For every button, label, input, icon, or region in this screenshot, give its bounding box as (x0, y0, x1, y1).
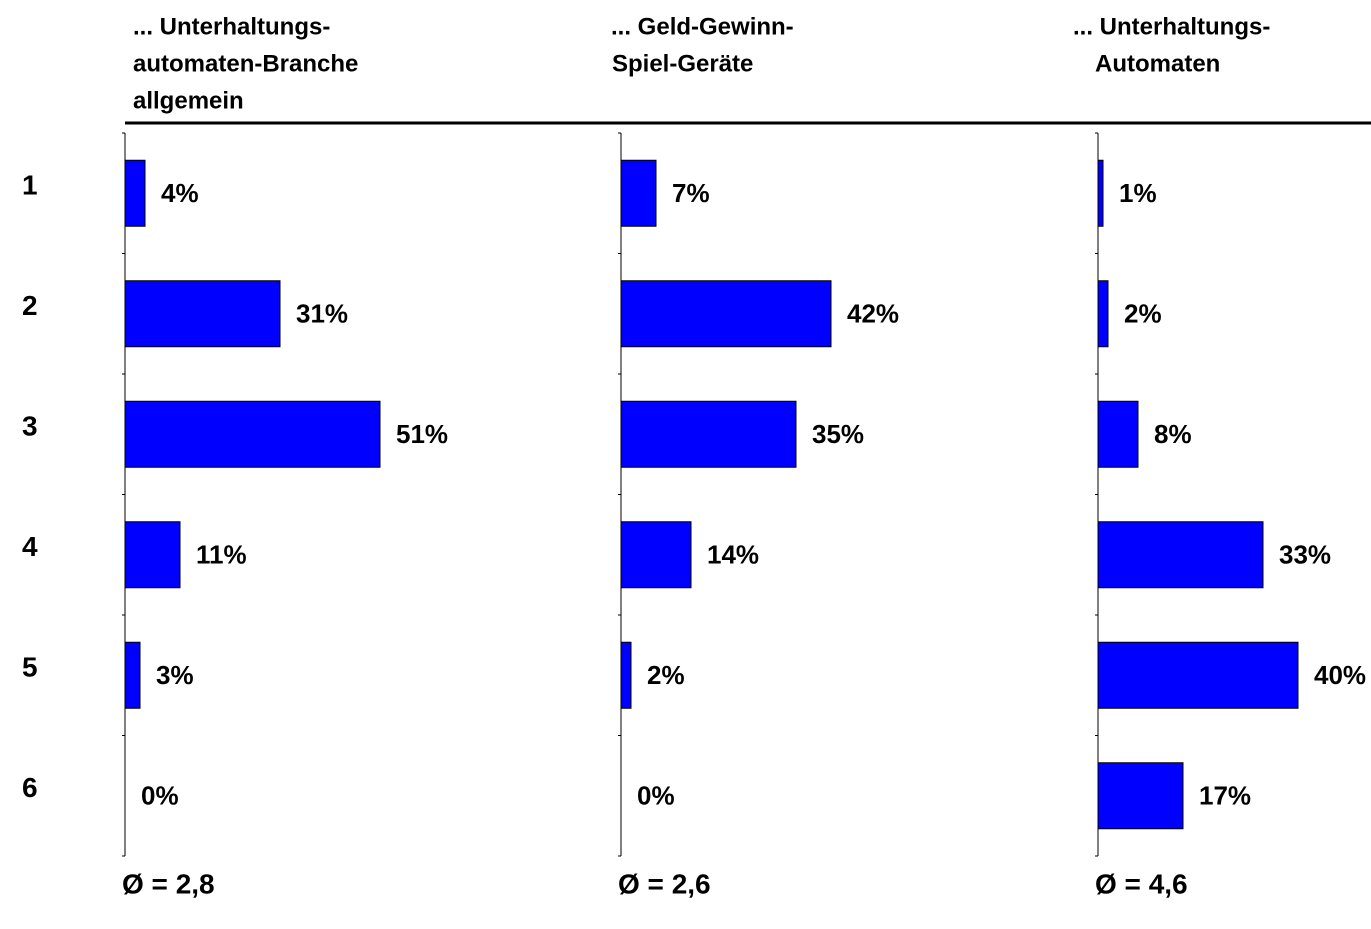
bar (620, 521, 692, 589)
bar (1097, 521, 1264, 589)
bar (124, 159, 146, 227)
bar (1097, 400, 1139, 468)
value-label: 2% (647, 660, 685, 690)
category-label: 4 (22, 531, 38, 562)
value-label: 17% (1199, 781, 1251, 811)
bar (1097, 280, 1109, 348)
panel-title: allgemein (133, 87, 244, 114)
value-label: 42% (847, 299, 899, 329)
category-label: 1 (22, 170, 38, 201)
average-label: Ø = 2,8 (122, 868, 215, 899)
value-label: 3% (156, 660, 194, 690)
value-label: 2% (1124, 299, 1162, 329)
value-label: 11% (196, 540, 247, 570)
value-label: 33% (1279, 540, 1331, 570)
category-label: 2 (22, 290, 38, 321)
bar (124, 400, 381, 468)
value-label: 35% (812, 419, 864, 449)
panel-title: automaten-Branche (133, 50, 358, 77)
value-label: 1% (1119, 178, 1157, 208)
bar (1097, 159, 1104, 227)
value-label: 40% (1314, 660, 1366, 690)
panel-title: Spiel-Geräte (612, 50, 753, 77)
value-label: 4% (161, 178, 199, 208)
bar (620, 159, 657, 227)
bar (620, 400, 797, 468)
panel-title: Automaten (1095, 50, 1220, 77)
bar (124, 521, 181, 589)
bar (620, 280, 832, 348)
value-label: 31% (296, 299, 348, 329)
value-label: 8% (1154, 419, 1192, 449)
value-label: 0% (141, 781, 179, 811)
category-label: 3 (22, 411, 38, 442)
value-label: 14% (707, 540, 759, 570)
bar (1097, 641, 1299, 709)
bar (124, 280, 281, 348)
bar (620, 641, 632, 709)
category-label: 5 (22, 652, 38, 683)
bar (124, 641, 141, 709)
bar (1097, 762, 1184, 830)
value-label: 7% (672, 178, 710, 208)
value-label: 51% (396, 419, 448, 449)
value-label: 0% (637, 781, 675, 811)
panel-title: ... Unterhaltungs- (1073, 13, 1270, 40)
category-label: 6 (22, 772, 38, 803)
panel-title: ... Geld-Gewinn- (611, 13, 794, 40)
average-label: Ø = 2,6 (618, 868, 711, 899)
panel-title: ... Unterhaltungs- (133, 13, 330, 40)
average-label: Ø = 4,6 (1095, 868, 1188, 899)
